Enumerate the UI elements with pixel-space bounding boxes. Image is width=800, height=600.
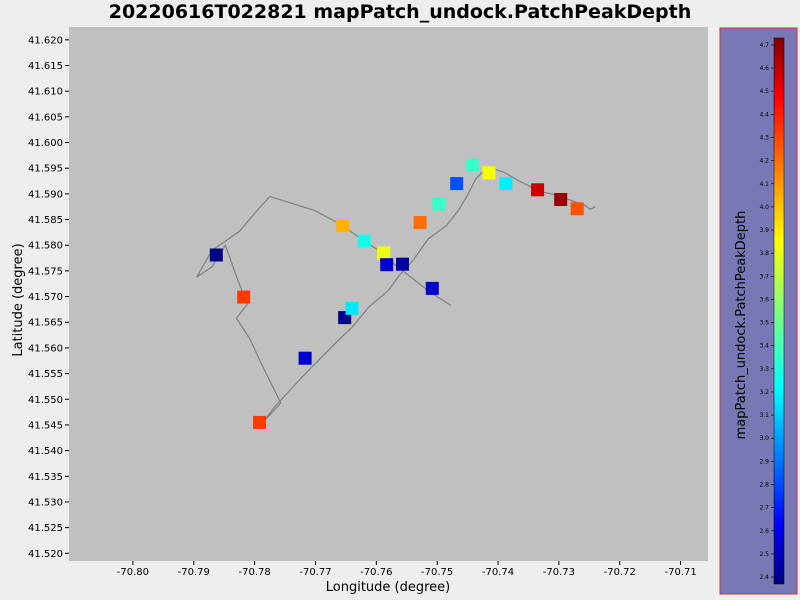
data-point (253, 415, 266, 429)
y-tick-label: 41.605 (28, 112, 63, 123)
x-tick-label: -70.73 (543, 567, 575, 578)
data-point (450, 177, 464, 191)
colorbar-ticks: 2.4 2.5 2.6 2.7 2.8 2.9 3.0 3.1 3.2 3.3 3.4 3.5 3.6 3… (759, 42, 774, 581)
y-tick-label: 41.555 (28, 369, 63, 380)
y-tick-label: 41.535 (28, 472, 63, 483)
y-tick-label: 41.600 (28, 138, 63, 149)
y-tick-label: 41.545 (28, 420, 63, 431)
y-tick-label: 41.615 (28, 61, 63, 72)
colorbar-tick-label: 4.3 (759, 134, 769, 141)
data-point (396, 257, 409, 271)
colorbar-tick-label: 3.9 (759, 227, 769, 234)
y-tick-label: 41.585 (28, 215, 63, 226)
y-tick-label: 41.540 (28, 446, 63, 457)
colorbar-tick-label: 2.4 (759, 574, 769, 581)
y-tick-label: 41.575 (28, 266, 63, 277)
data-point (466, 158, 479, 172)
track-layer (196, 166, 596, 426)
data-point (357, 234, 371, 248)
x-tick-label: -70.76 (360, 567, 392, 578)
colorbar-tick-label: 3.0 (759, 435, 769, 442)
data-point (380, 258, 394, 272)
colorbar-tick-label: 4.4 (759, 111, 769, 118)
data-point (345, 301, 359, 315)
colorbar-tick-label: 4.0 (759, 204, 769, 211)
data-point (209, 248, 223, 262)
y-tick-label: 41.610 (28, 87, 63, 98)
colorbar-tick-label: 2.5 (759, 551, 769, 558)
colorbar-tick-label: 3.6 (759, 296, 769, 303)
colorbar-gradient (773, 37, 785, 585)
y-tick-label: 41.560 (28, 343, 63, 354)
colorbar-tick-label: 2.6 (759, 528, 769, 535)
y-tick-label: 41.530 (28, 497, 63, 508)
x-tick-label: -70.80 (117, 567, 149, 578)
chart-title: 20220616T022821 mapPatch_undock.PatchPea… (108, 1, 692, 23)
data-point (554, 193, 568, 206)
colorbar-tick-label: 4.7 (759, 42, 769, 49)
y-tick-label: 41.595 (28, 164, 63, 175)
y-axis: 41.520 41.525 41.530 41.535 41.540 41.545 41.5… (28, 35, 69, 560)
y-tick-label: 41.550 (28, 395, 63, 406)
data-point (432, 197, 446, 211)
colorbar-tick-label: 3.7 (759, 273, 769, 280)
y-tick-label: 41.620 (28, 35, 63, 46)
data-point (237, 290, 251, 304)
x-tick-label: -70.72 (604, 567, 636, 578)
y-tick-label: 41.525 (28, 523, 63, 534)
colorbar-tick-label: 3.8 (759, 250, 769, 257)
x-tick-label: -70.79 (178, 567, 210, 578)
y-tick-label: 41.520 (28, 549, 63, 560)
data-point (425, 281, 439, 295)
data-point (531, 183, 545, 197)
colorbar-tick-label: 4.6 (759, 65, 769, 72)
colorbar-tick-label: 3.2 (759, 389, 769, 396)
y-tick-label: 41.590 (28, 189, 63, 200)
colorbar-tick-label: 3.4 (759, 343, 769, 350)
x-tick-label: -70.77 (299, 567, 331, 578)
x-tick-label: -70.78 (238, 567, 270, 578)
colorbar-tick-label: 3.5 (759, 320, 769, 327)
vehicle-track-line (196, 166, 596, 426)
y-axis-title: Latitude (degree) (11, 243, 26, 356)
colorbar-tick-label: 4.1 (759, 181, 769, 188)
data-point (482, 166, 496, 180)
data-points-layer (209, 158, 584, 429)
colorbar-tick-label: 3.1 (759, 412, 769, 419)
x-tick-label: -70.75 (421, 567, 453, 578)
x-axis-title: Longitude (degree) (326, 580, 451, 595)
x-axis: -70.80 -70.79 -70.78 -70.77 -70.76 -70.75 -70.… (117, 561, 697, 578)
data-point (570, 202, 584, 216)
x-tick-label: -70.74 (482, 567, 514, 578)
colorbar-tick-label: 4.5 (759, 88, 769, 95)
colorbar-tick-label: 2.7 (759, 505, 769, 512)
data-point (336, 219, 350, 233)
y-tick-label: 41.565 (28, 318, 63, 329)
colorbar-tick-label: 2.8 (759, 482, 769, 489)
plot-area (69, 27, 708, 561)
data-point (298, 351, 312, 365)
data-point (499, 177, 513, 191)
colorbar-tick-label: 3.3 (759, 366, 769, 373)
colorbar-title: mapPatch_undock.PatchPeakDepth (734, 211, 749, 440)
data-point (377, 246, 391, 260)
y-tick-label: 41.580 (28, 241, 63, 252)
colorbar-tick-label: 2.9 (759, 458, 769, 465)
y-tick-label: 41.570 (28, 292, 63, 303)
colorbar-tick-label: 4.2 (759, 158, 769, 165)
x-tick-label: -70.71 (664, 567, 696, 578)
data-point (413, 216, 427, 230)
